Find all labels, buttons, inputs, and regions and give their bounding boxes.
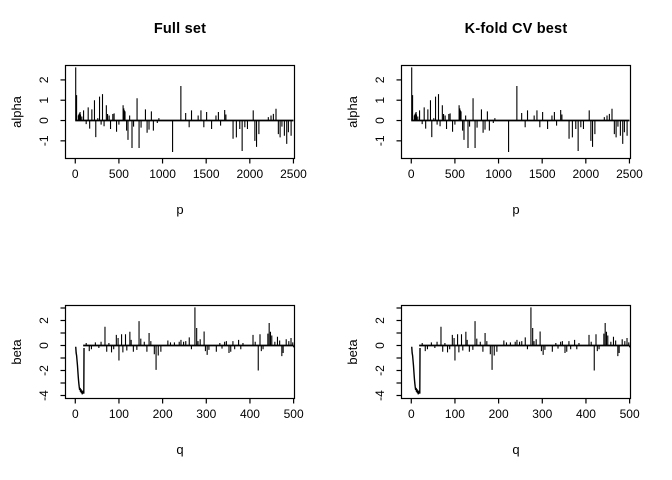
y-axis-label: beta (9, 339, 24, 365)
x-axis-label: p (176, 202, 183, 217)
x-tick-label: 200 (153, 407, 173, 421)
panel-beta-col0: 0 100 200 300 400 500 -4 -2 0 2 q beta (9, 304, 304, 457)
x-tick-label: 0 (408, 407, 415, 421)
y-tick-label: -1 (37, 135, 51, 146)
coefficient-spikes (411, 67, 628, 152)
y-tick-label: -2 (37, 365, 51, 376)
x-tick-label: 2500 (616, 167, 643, 181)
panel-alpha-col0: 0 500 1000 1500 2000 2500 -1 0 1 2 p alpha (9, 64, 307, 217)
y-tick-label: 0 (37, 342, 51, 349)
y-tick-label: -2 (373, 365, 387, 376)
x-tick-label: 400 (576, 407, 596, 421)
y-tick-label: 0 (37, 117, 51, 124)
x-tick-label: 100 (109, 407, 129, 421)
x-tick-label: 400 (240, 407, 260, 421)
y-axis-label: alpha (345, 95, 360, 128)
lead-trace (411, 346, 421, 395)
x-tick-label: 0 (72, 167, 79, 181)
column-title-full-set: Full set (153, 21, 207, 37)
x-tick-label: 100 (445, 407, 465, 421)
y-tick-label: 2 (37, 76, 51, 83)
y-tick-label: 0 (373, 117, 387, 124)
x-tick-label: 1500 (529, 167, 556, 181)
plot-box (400, 64, 632, 160)
x-tick-label: 1500 (193, 167, 220, 181)
y-tick-label: -4 (37, 390, 51, 401)
y-axis-label: beta (345, 339, 360, 365)
x-tick-label: 500 (620, 407, 640, 421)
x-tick-label: 1000 (485, 167, 512, 181)
coefficient-spikes (421, 307, 631, 371)
y-tick-label: -4 (373, 390, 387, 401)
x-tick-label: 2000 (572, 167, 599, 181)
plot-box (64, 304, 296, 400)
x-tick-label: 500 (109, 167, 129, 181)
x-axis-label: p (512, 202, 519, 217)
y-tick-label: 2 (37, 317, 51, 324)
x-tick-label: 0 (408, 167, 415, 181)
y-tick-label: 1 (37, 97, 51, 104)
x-tick-label: 200 (489, 407, 509, 421)
x-axis-label: q (512, 442, 519, 457)
panel-beta-col1: 0 100 200 300 400 500 -4 -2 0 2 q beta (345, 304, 640, 457)
coefficient-spikes (85, 307, 295, 371)
lead-trace (75, 346, 85, 395)
x-tick-label: 500 (284, 407, 304, 421)
y-tick-label: 2 (373, 317, 387, 324)
y-tick-label: 2 (373, 76, 387, 83)
column-title-kfold-cv-best: K-fold CV best (464, 21, 568, 37)
y-axis-label: alpha (9, 95, 24, 128)
coefficient-spikes (75, 67, 292, 152)
x-tick-label: 500 (445, 167, 465, 181)
plot-box (400, 304, 632, 400)
x-axis-label: q (176, 442, 183, 457)
panel-alpha-col1: 0 500 1000 1500 2000 2500 -1 0 1 2 p alpha (345, 64, 643, 217)
x-tick-label: 300 (532, 407, 552, 421)
x-tick-label: 0 (72, 407, 79, 421)
x-tick-label: 2000 (236, 167, 263, 181)
y-tick-label: 1 (373, 97, 387, 104)
y-tick-label: -1 (373, 135, 387, 146)
x-tick-label: 2500 (280, 167, 307, 181)
plot-box (64, 64, 296, 160)
y-tick-label: 0 (373, 342, 387, 349)
x-tick-label: 300 (196, 407, 216, 421)
x-tick-label: 1000 (149, 167, 176, 181)
